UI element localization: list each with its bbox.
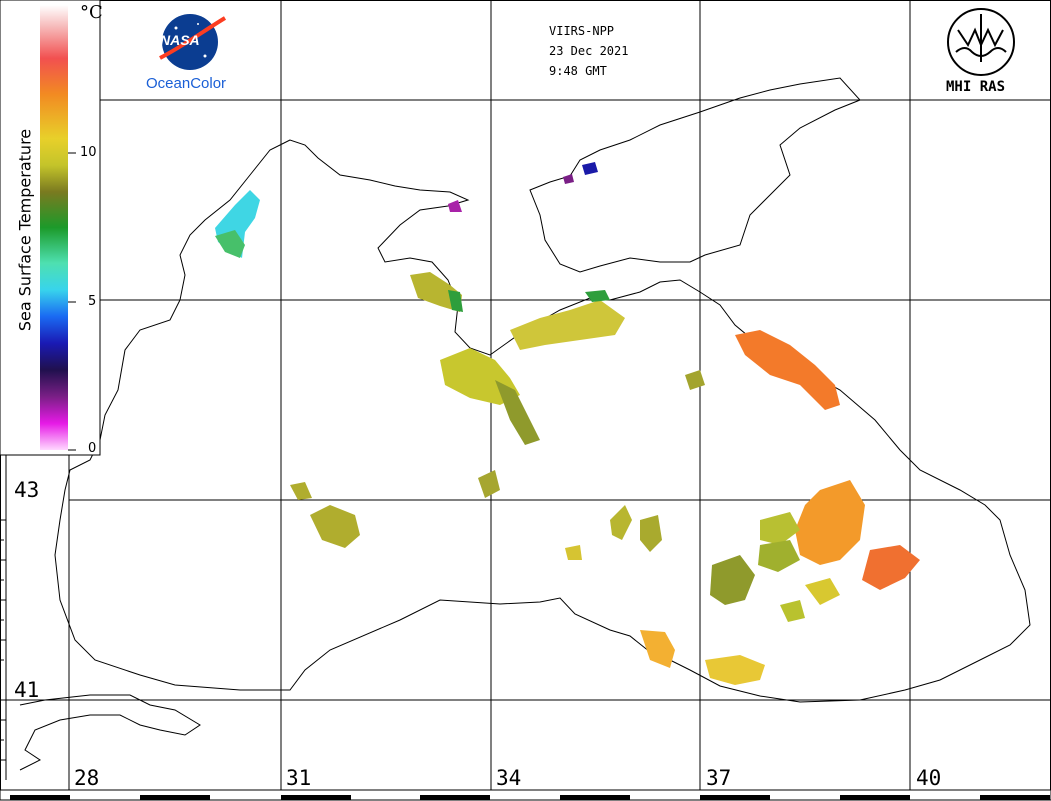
sst-patch-green	[448, 290, 463, 312]
lon-label-37: 37	[706, 766, 732, 790]
lon-label-34: 34	[496, 766, 522, 790]
legend-title-text: Sea Surface Temperature	[15, 128, 35, 332]
bottom-ruler	[0, 789, 1051, 801]
legend-ticks	[68, 152, 76, 451]
time-label: 9:48 GMT	[549, 64, 607, 78]
sst-patch-green	[585, 290, 610, 302]
sst-patch-olive	[758, 540, 800, 572]
date-label: 23 Dec 2021	[549, 44, 629, 58]
sst-patch-orange	[795, 480, 865, 565]
lat-label-43: 43	[14, 478, 40, 502]
sensor-label: VIIRS-NPP	[549, 24, 615, 38]
sst-patch-green	[215, 230, 245, 258]
sst-patch-purple	[563, 174, 574, 184]
nasa-logo-text: NASA	[160, 32, 200, 48]
sst-patch-orange	[862, 545, 920, 590]
sst-patch-olive	[410, 272, 462, 312]
sst-patch-yellow	[805, 578, 840, 605]
mhi-logo	[947, 8, 1015, 76]
sst-patches	[215, 162, 920, 685]
sst-patch-yellow	[565, 545, 582, 560]
sst-patch-yellow	[610, 505, 632, 540]
sst-patch-olive	[710, 555, 755, 605]
legend-tick-5: 5	[88, 294, 97, 309]
sst-patch-olive	[495, 380, 540, 445]
sst-patch-olive	[685, 370, 705, 390]
legend-colorbar	[40, 5, 68, 450]
black-sea-coastline	[54, 139, 1031, 703]
sst-patch-olive	[640, 515, 662, 552]
ocean-color-label: OceanColor	[146, 75, 227, 92]
sst-patch-magenta	[448, 200, 462, 212]
lon-label-40: 40	[916, 766, 942, 790]
turkey-coastline	[19, 694, 201, 771]
sst-patch-orange	[735, 330, 840, 410]
sst-patch-yellow	[760, 512, 800, 545]
lat-label-41: 41	[14, 678, 40, 702]
mhi-ras-label: MHI RAS	[946, 79, 1006, 95]
sst-patch-yellow	[510, 300, 625, 350]
legend-unit: °C	[80, 2, 103, 23]
sst-patch-olive	[290, 482, 312, 500]
sst-patch-olive	[478, 470, 500, 498]
sst-patch-orange	[640, 630, 675, 668]
sst-patch-olive	[310, 505, 360, 548]
azov-coastline	[529, 77, 861, 273]
legend-title: Sea Surface Temperature	[10, 90, 40, 370]
legend-tick-10: 10	[80, 145, 97, 160]
nasa-logo	[159, 14, 227, 70]
sst-patch-blue	[582, 162, 598, 175]
lon-label-28: 28	[74, 766, 100, 790]
legend-tick-0: 0	[88, 441, 97, 456]
lon-label-31: 31	[286, 766, 312, 790]
sst-patch-yellow	[780, 600, 805, 622]
sst-patch-yellow	[705, 655, 765, 685]
